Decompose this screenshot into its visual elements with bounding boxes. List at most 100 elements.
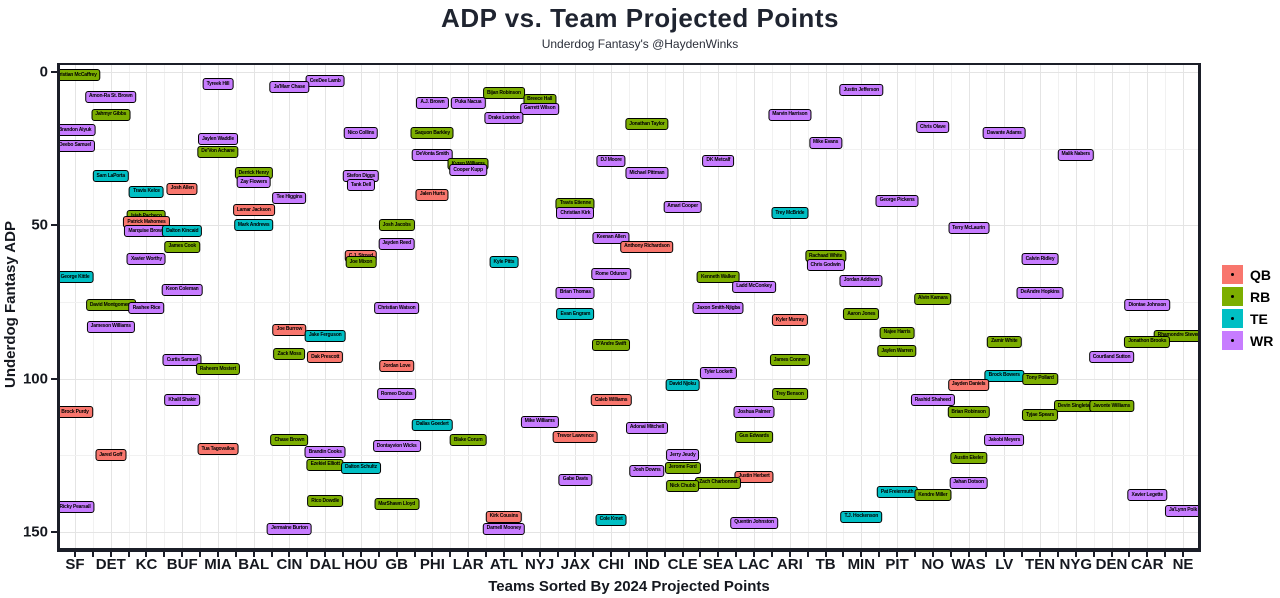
x-tick-label-team: IND bbox=[633, 556, 660, 573]
legend-label: RB bbox=[1250, 288, 1271, 305]
x-tick-mark-minor bbox=[592, 552, 595, 557]
x-tick-label-team: TEN bbox=[1025, 556, 1056, 573]
player-label: Trey Benson bbox=[771, 388, 808, 400]
player-label: Cole Kmet bbox=[595, 513, 627, 526]
player-label: Dontayvion Wicks bbox=[372, 440, 421, 453]
x-tick-mark-minor bbox=[842, 552, 845, 557]
grid-line-vertical bbox=[360, 65, 362, 548]
player-label: Dalton Kincaid bbox=[162, 225, 203, 238]
player-label: Jerry Jeudy bbox=[665, 449, 700, 462]
grid-line-vertical bbox=[1075, 65, 1077, 548]
grid-line-horizontal bbox=[60, 532, 1198, 533]
grid-line-vertical-minor bbox=[271, 65, 273, 548]
legend-point-icon bbox=[1231, 273, 1234, 276]
legend-label: QB bbox=[1250, 266, 1271, 283]
player-label: Calvin Ridley bbox=[1021, 253, 1059, 266]
grid-line-vertical-minor bbox=[521, 65, 523, 548]
y-tick-mark bbox=[51, 377, 57, 380]
grid-line-vertical bbox=[789, 65, 791, 548]
player-label: Romeo Doubs bbox=[376, 388, 417, 400]
x-tick-mark bbox=[324, 552, 327, 557]
player-label: DeVonta Smith bbox=[412, 148, 453, 161]
grid-line-horizontal-minor bbox=[60, 302, 1198, 303]
x-tick-label-team: BUF bbox=[166, 556, 198, 573]
y-tick-label: 150 bbox=[22, 523, 48, 541]
player-label: Courtland Sutton bbox=[1088, 351, 1135, 364]
x-tick-mark bbox=[1003, 552, 1006, 557]
grid-line-vertical bbox=[754, 65, 756, 548]
x-tick-label-team: NYJ bbox=[525, 556, 555, 573]
player-label: Ladd McConkey bbox=[732, 280, 776, 293]
x-tick-mark bbox=[1182, 552, 1184, 557]
player-label: Zamir White bbox=[987, 335, 1022, 348]
player-label: Ezekiel Elliott bbox=[306, 458, 344, 471]
x-tick-mark bbox=[896, 552, 899, 557]
player-label: Ja'Lynn Polk bbox=[1164, 504, 1198, 517]
player-label: Justin Herbert bbox=[734, 470, 774, 483]
x-tick-mark bbox=[645, 552, 648, 557]
x-tick-label-team: HOU bbox=[344, 556, 378, 573]
grid-line-vertical-minor bbox=[235, 65, 237, 548]
player-label: Rome Odunze bbox=[591, 268, 631, 281]
grid-line-vertical bbox=[861, 65, 863, 548]
player-label: Khalil Shakir bbox=[164, 394, 201, 407]
legend-item-wr: WR bbox=[1222, 331, 1280, 350]
player-label: Jaylen Waddle bbox=[197, 133, 238, 146]
player-label: Sam LaPorta bbox=[92, 170, 129, 183]
grid-line-vertical bbox=[825, 65, 827, 548]
player-label: Brian Robinson bbox=[947, 406, 990, 419]
player-label: Brock Bowers bbox=[984, 369, 1024, 382]
grid-line-vertical bbox=[897, 65, 899, 548]
legend-item-rb: RB bbox=[1222, 287, 1280, 306]
player-label: Brock Purdy bbox=[60, 406, 93, 419]
player-label: Lamar Jackson bbox=[232, 204, 275, 216]
player-label: Amon-Ra St. Brown bbox=[84, 90, 137, 103]
grid-line-horizontal bbox=[60, 225, 1198, 227]
x-tick-mark bbox=[1110, 552, 1113, 557]
player-label: Jordan Love bbox=[378, 360, 415, 373]
x-tick-mark-minor bbox=[913, 552, 916, 557]
grid-line-vertical bbox=[575, 65, 577, 548]
x-tick-label-team: JAX bbox=[560, 556, 590, 573]
x-tick-mark-minor bbox=[377, 552, 380, 557]
legend-key-swatch bbox=[1222, 309, 1243, 328]
player-label: Christian Kirk bbox=[556, 207, 595, 220]
grid-line-vertical bbox=[646, 65, 648, 548]
grid-line-vertical-minor bbox=[557, 65, 559, 548]
player-label: Zay Flowers bbox=[236, 176, 272, 189]
x-tick-mark bbox=[538, 552, 541, 557]
player-label: Josh Allen bbox=[166, 182, 198, 195]
x-tick-label-team: CIN bbox=[276, 556, 303, 573]
player-label: Tony Pollard bbox=[1022, 372, 1058, 385]
player-label: Keon Coleman bbox=[161, 283, 203, 296]
x-tick-mark bbox=[860, 552, 863, 557]
player-label: Deebo Samuel bbox=[60, 139, 96, 152]
player-label: Alvin Kamara bbox=[914, 292, 952, 305]
player-label: Jerome Ford bbox=[664, 461, 701, 474]
x-tick-label-team: ATL bbox=[489, 556, 518, 573]
grid-line-vertical-minor bbox=[843, 65, 845, 548]
x-tick-mark bbox=[109, 552, 112, 557]
player-label: Mike Evans bbox=[808, 136, 843, 149]
grid-line-vertical bbox=[1111, 65, 1113, 548]
plot-panel: Christian McCaffrey Brandon Aiyuk Deebo Sa… bbox=[57, 63, 1201, 552]
grid-line-vertical-minor bbox=[593, 65, 595, 548]
player-label: Adonai Mitchell bbox=[625, 421, 668, 434]
grid-line-vertical bbox=[75, 65, 76, 548]
grid-line-vertical-minor bbox=[914, 65, 916, 548]
grid-line-vertical bbox=[682, 65, 684, 548]
grid-line-vertical bbox=[1004, 65, 1006, 548]
grid-line-vertical-minor bbox=[629, 65, 630, 548]
player-label: Bijan Robinson bbox=[482, 87, 525, 100]
x-tick-mark bbox=[788, 552, 791, 557]
player-label: Rico Dowdle bbox=[307, 495, 344, 508]
x-tick-mark-minor bbox=[985, 552, 988, 557]
player-label: Saquon Barkley bbox=[410, 127, 454, 140]
player-label: James Cook bbox=[164, 240, 200, 253]
x-tick-mark-minor bbox=[628, 552, 630, 557]
player-label: Trey McBride bbox=[771, 207, 809, 220]
grid-line-vertical bbox=[253, 65, 255, 548]
x-tick-label-team: MIN bbox=[847, 556, 876, 573]
player-label: Tua Tagovailoa bbox=[197, 443, 239, 456]
player-label: Josh Downs bbox=[629, 464, 665, 477]
